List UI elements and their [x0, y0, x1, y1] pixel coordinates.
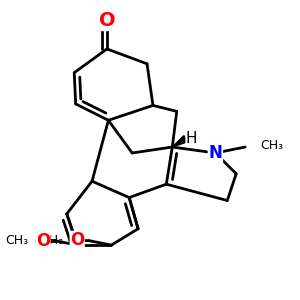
Text: H: H	[186, 130, 197, 146]
Text: O: O	[99, 11, 115, 30]
Text: O: O	[36, 232, 50, 250]
Text: O: O	[70, 231, 84, 249]
Text: N: N	[208, 144, 222, 162]
Text: CH₃: CH₃	[40, 234, 64, 247]
Polygon shape	[172, 136, 188, 147]
Text: CH₃: CH₃	[6, 234, 29, 247]
Text: CH₃: CH₃	[260, 139, 283, 152]
